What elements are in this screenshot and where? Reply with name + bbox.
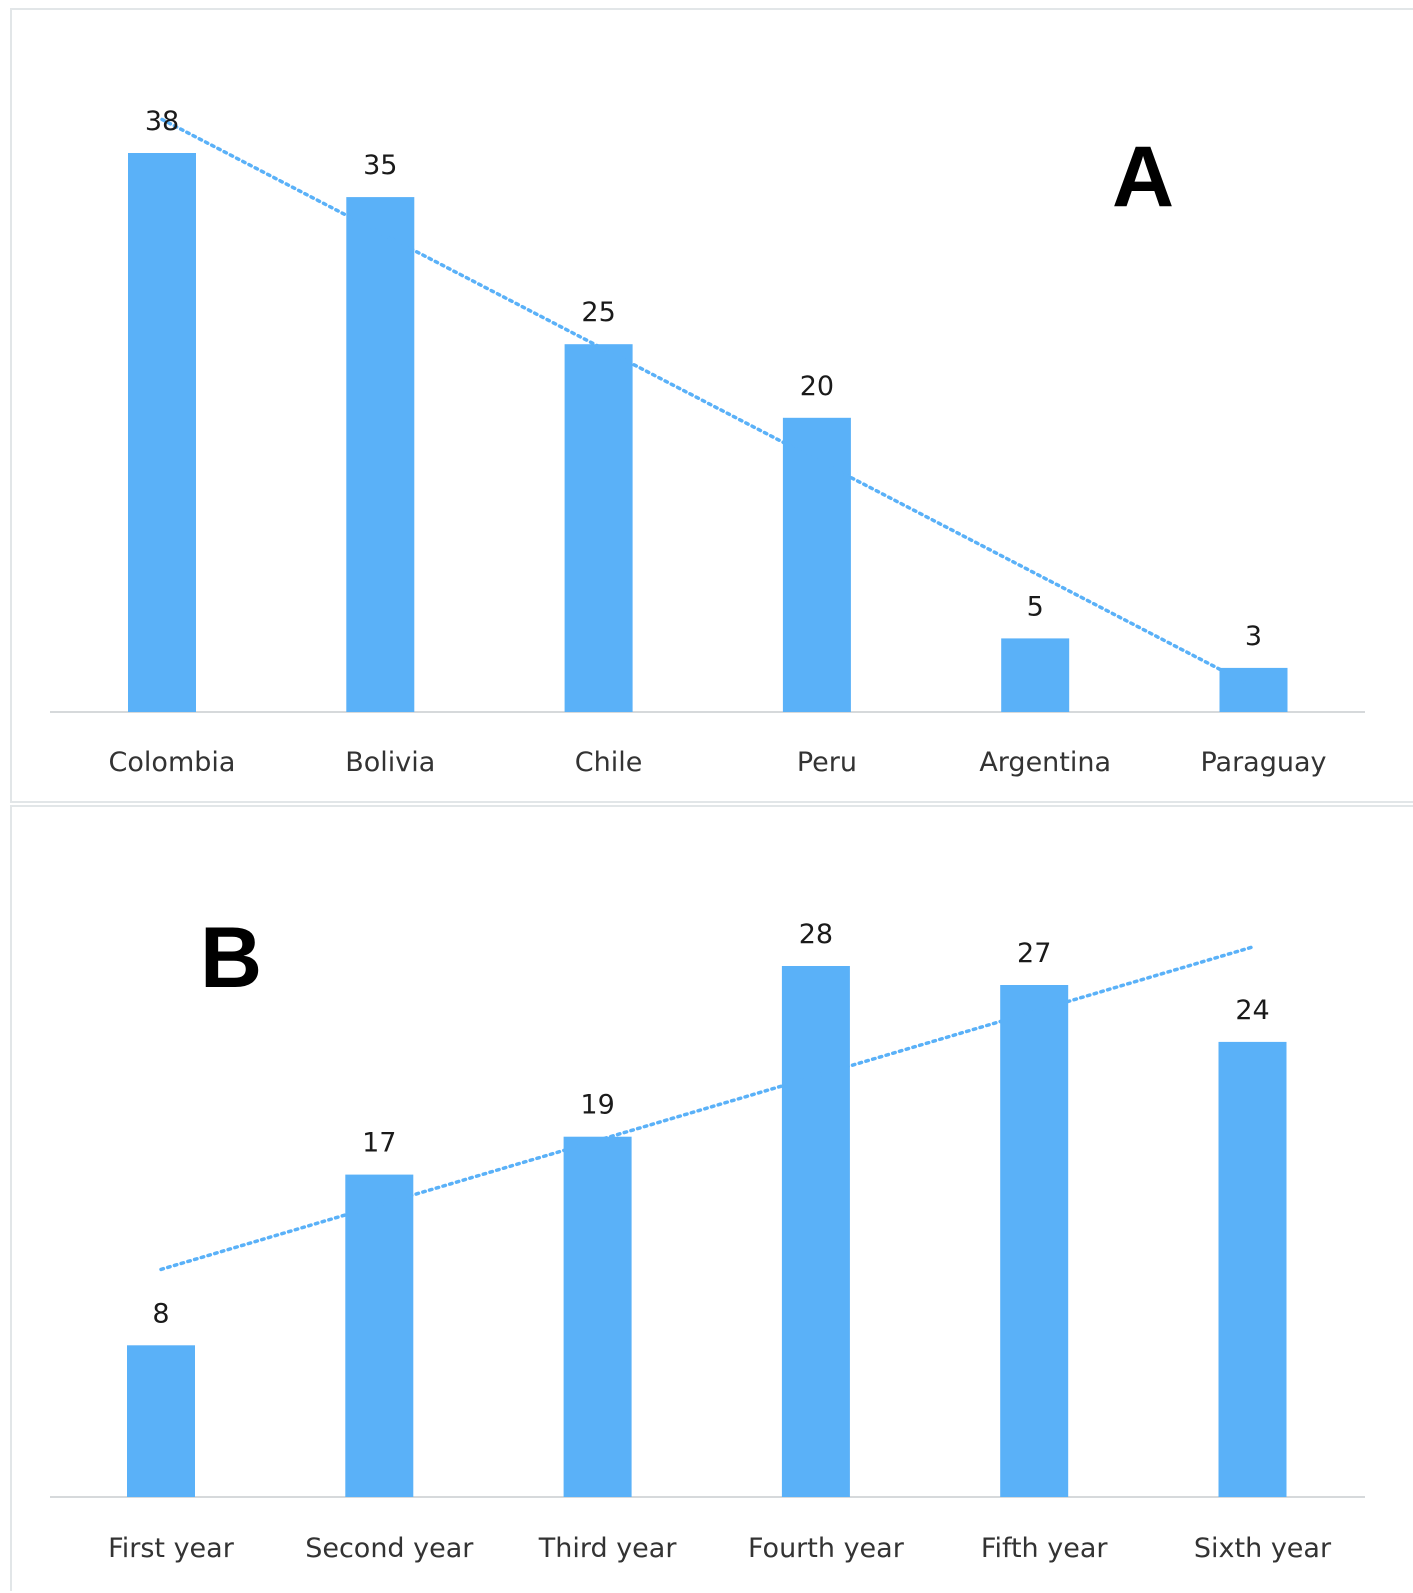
- data-label-a-bolivia: 35: [363, 150, 397, 181]
- tick-label-b-fifth-year: Fifth year: [981, 1533, 1109, 1564]
- bar-a-argentina: [1001, 638, 1070, 712]
- data-label-a-colombia: 38: [145, 106, 179, 137]
- bar-chart-b: 8 17 19 28 27 24 First year Second year Third y…: [50, 910, 1365, 1564]
- tick-label-a-bolivia: Bolivia: [345, 747, 435, 778]
- trendline-a: [160, 117, 1256, 689]
- tick-label-a-chile: Chile: [575, 747, 643, 778]
- bar-b-fifth-year: [1000, 985, 1069, 1497]
- tick-label-b-third-year: Third year: [538, 1533, 678, 1564]
- data-label-b-third-year: 19: [580, 1090, 614, 1121]
- tick-label-b-second-year: Second year: [305, 1533, 474, 1564]
- data-label-a-paraguay: 3: [1245, 621, 1262, 652]
- bar-b-second-year: [345, 1174, 414, 1497]
- tick-label-b-sixth-year: Sixth year: [1194, 1533, 1332, 1564]
- bar-a-peru: [782, 417, 851, 712]
- data-label-a-argentina: 5: [1027, 591, 1044, 622]
- bar-b-first-year: [127, 1345, 195, 1497]
- data-label-a-chile: 25: [581, 297, 615, 328]
- bar-a-chile: [564, 344, 633, 712]
- bar-a-bolivia: [346, 197, 415, 713]
- bar-chart-a: 38 35 25 20 5 3 Colombia Bolivia Chile Peru Argen…: [50, 106, 1365, 778]
- panel-label-b: B: [200, 910, 262, 1006]
- data-label-b-second-year: 17: [362, 1128, 396, 1159]
- tick-label-b-fourth-year: Fourth year: [748, 1533, 905, 1564]
- tick-label-a-argentina: Argentina: [979, 747, 1111, 778]
- data-label-b-fourth-year: 28: [799, 919, 833, 950]
- trendline-b: [159, 945, 1255, 1272]
- bar-b-third-year: [563, 1136, 632, 1497]
- tick-label-a-peru: Peru: [797, 747, 857, 778]
- tick-label-a-colombia: Colombia: [109, 747, 236, 778]
- data-label-a-peru: 20: [800, 371, 834, 402]
- tick-label-b-first-year: First year: [108, 1533, 235, 1564]
- bar-b-sixth-year: [1218, 1041, 1287, 1497]
- chart-panel-a: 38 35 25 20 5 3 Colombia Bolivia Chile Peru Argen…: [10, 8, 1413, 803]
- tick-label-a-paraguay: Paraguay: [1200, 747, 1326, 778]
- panel-label-a: A: [1112, 129, 1174, 225]
- chart-panel-b: 8 17 19 28 27 24 First year Second year Third y…: [10, 805, 1413, 1591]
- data-label-b-fifth-year: 27: [1017, 938, 1051, 969]
- data-label-b-sixth-year: 24: [1235, 995, 1269, 1026]
- bar-a-colombia: [128, 153, 196, 712]
- bar-b-fourth-year: [781, 966, 850, 1497]
- data-label-b-first-year: 8: [152, 1298, 169, 1329]
